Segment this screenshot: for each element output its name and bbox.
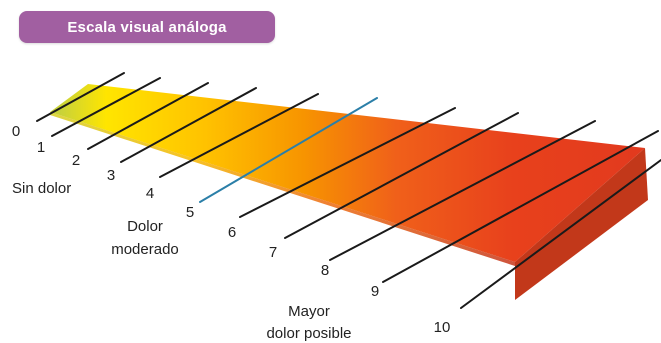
- annotation-max-line1: Mayor: [288, 303, 330, 320]
- tick-line-8: [329, 120, 596, 261]
- tick-labels: 01 2 3 4 5 6 7 8 9 10: [12, 123, 451, 336]
- tick-label-7: 7: [269, 244, 277, 261]
- tick-label-4: 4: [146, 185, 154, 202]
- scale-front-edge: [50, 112, 515, 266]
- scale-title-badge: Escala visual análoga: [19, 11, 275, 43]
- tick-line-4: [159, 93, 319, 178]
- tick-line-5: [199, 97, 378, 203]
- tick-line-2: [87, 82, 209, 150]
- tick-line-7: [284, 112, 519, 239]
- tick-label-2: 2: [72, 152, 80, 169]
- scale-title: Escala visual análoga: [67, 18, 227, 36]
- annotation-moderate-line2: moderado: [111, 241, 179, 258]
- tick-line-6: [239, 107, 456, 218]
- scale-side-face: [515, 148, 648, 300]
- tick-label-1: 1: [37, 139, 45, 156]
- tick-line-0: [36, 72, 125, 122]
- tick-line-10: [460, 159, 661, 309]
- tick-label-9: 9: [371, 283, 379, 300]
- tick-line-1: [51, 77, 161, 137]
- tick-label-10: 10: [434, 319, 451, 336]
- tick-line-3: [120, 87, 257, 163]
- tick-label-6: 6: [228, 224, 236, 241]
- tick-label-0: 0: [12, 123, 20, 140]
- tick-label-3: 3: [107, 167, 115, 184]
- tick-line-9: [382, 130, 659, 283]
- annotation-max-line2: dolor posible: [266, 325, 351, 342]
- tick-lines: [36, 72, 661, 309]
- tick-label-8: 8: [321, 262, 329, 279]
- tick-label-5: 5: [186, 204, 194, 221]
- annotation-moderate-line1: Dolor: [127, 218, 163, 235]
- annotation-no-pain: Sin dolor: [12, 180, 71, 197]
- scale-top-face: [50, 84, 645, 262]
